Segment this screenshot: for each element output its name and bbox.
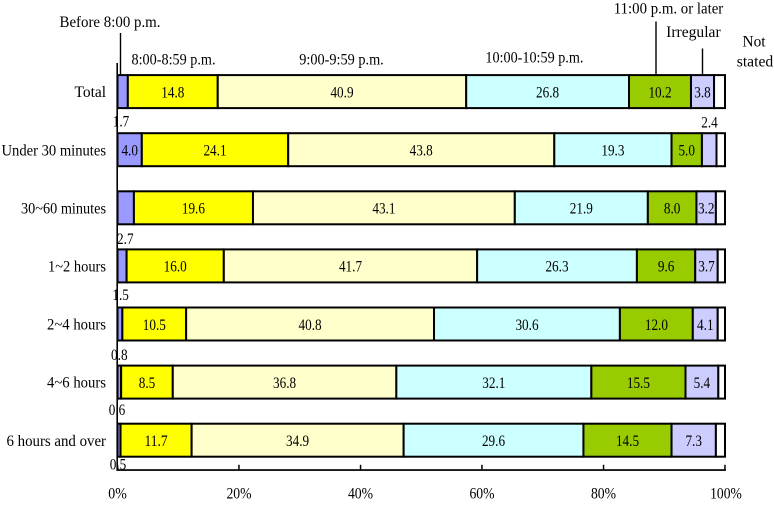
svg-text:4.0: 4.0 — [121, 143, 138, 160]
svg-text:26.8: 26.8 — [536, 84, 559, 101]
svg-text:9:00-9:59 p.m.: 9:00-9:59 p.m. — [299, 52, 384, 69]
svg-text:8.5: 8.5 — [139, 375, 156, 392]
svg-text:11:00 p.m. or later: 11:00 p.m. or later — [614, 1, 724, 18]
svg-text:41.7: 41.7 — [339, 259, 362, 276]
svg-text:Total: Total — [75, 84, 107, 101]
svg-text:0.6: 0.6 — [109, 402, 126, 419]
svg-text:24.1: 24.1 — [203, 143, 226, 160]
svg-text:16.0: 16.0 — [164, 259, 187, 276]
svg-text:2.7: 2.7 — [117, 231, 134, 248]
svg-text:4~6 hours: 4~6 hours — [47, 375, 106, 392]
svg-text:4.1: 4.1 — [697, 317, 714, 334]
svg-text:36.8: 36.8 — [273, 375, 296, 392]
svg-text:34.9: 34.9 — [286, 433, 309, 450]
svg-text:Irregular: Irregular — [666, 24, 721, 41]
svg-text:5.4: 5.4 — [694, 375, 711, 392]
svg-text:43.8: 43.8 — [410, 143, 433, 160]
svg-text:29.6: 29.6 — [482, 433, 505, 450]
svg-text:12.0: 12.0 — [645, 317, 668, 334]
svg-text:2.4: 2.4 — [701, 114, 718, 131]
svg-text:15.5: 15.5 — [627, 375, 650, 392]
svg-text:11.7: 11.7 — [145, 433, 168, 450]
svg-text:3.8: 3.8 — [694, 84, 711, 101]
svg-text:10.5: 10.5 — [143, 317, 166, 334]
svg-text:stated: stated — [737, 54, 774, 71]
svg-text:30~60 minutes: 30~60 minutes — [21, 200, 106, 217]
svg-text:10:00-10:59 p.m.: 10:00-10:59 p.m. — [485, 50, 583, 67]
svg-text:0.8: 0.8 — [111, 347, 128, 364]
svg-text:2~4 hours: 2~4 hours — [47, 317, 106, 334]
svg-text:1.7: 1.7 — [113, 114, 130, 131]
svg-text:0.5: 0.5 — [110, 456, 127, 473]
svg-text:3.7: 3.7 — [698, 259, 715, 276]
svg-text:40.8: 40.8 — [299, 317, 322, 334]
svg-text:14.5: 14.5 — [616, 433, 639, 450]
svg-text:0%: 0% — [108, 486, 127, 503]
svg-text:40%: 40% — [348, 486, 373, 503]
svg-text:19.6: 19.6 — [182, 201, 205, 218]
svg-text:20%: 20% — [226, 486, 251, 503]
svg-text:19.3: 19.3 — [601, 143, 624, 160]
svg-text:32.1: 32.1 — [482, 375, 505, 392]
svg-text:Before 8:00 p.m.: Before 8:00 p.m. — [60, 14, 161, 31]
svg-text:1.5: 1.5 — [112, 287, 129, 304]
svg-text:Under 30 minutes: Under 30 minutes — [2, 142, 107, 159]
svg-text:10.2: 10.2 — [648, 84, 671, 101]
svg-text:21.9: 21.9 — [570, 201, 593, 218]
svg-text:1~2 hours: 1~2 hours — [48, 259, 106, 276]
svg-text:9.6: 9.6 — [658, 259, 675, 276]
svg-text:8.0: 8.0 — [664, 201, 681, 218]
svg-text:Not: Not — [743, 34, 767, 51]
svg-text:30.6: 30.6 — [515, 317, 538, 334]
svg-text:5.0: 5.0 — [678, 143, 695, 160]
svg-text:7.3: 7.3 — [685, 433, 702, 450]
svg-text:60%: 60% — [469, 486, 494, 503]
svg-text:8:00-8:59 p.m.: 8:00-8:59 p.m. — [132, 52, 216, 69]
svg-text:40.9: 40.9 — [330, 84, 353, 101]
svg-text:6 hours and over: 6 hours and over — [7, 433, 107, 450]
svg-text:80%: 80% — [591, 486, 616, 503]
svg-text:100%: 100% — [710, 486, 742, 503]
svg-text:26.3: 26.3 — [545, 259, 568, 276]
svg-text:43.1: 43.1 — [372, 201, 395, 218]
svg-text:14.8: 14.8 — [161, 84, 184, 101]
svg-text:3.2: 3.2 — [698, 201, 715, 218]
